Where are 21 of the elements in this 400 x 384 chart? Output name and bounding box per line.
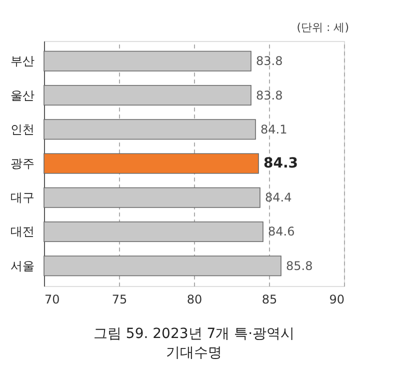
y-tick-label: 인천 [10, 122, 34, 136]
data-label: 83.8 [256, 54, 283, 68]
x-tick-label: 70 [44, 292, 60, 306]
data-label: 84.4 [265, 190, 292, 205]
data-label: 84.6 [268, 224, 295, 239]
y-tick-label: 부산 [10, 54, 34, 68]
y-tick-label: 대구 [10, 190, 34, 205]
x-tick-label: 80 [186, 292, 202, 306]
data-label: 85.8 [286, 258, 313, 273]
y-tick-label: 광주 [10, 156, 34, 170]
text: (단위 : 세) [296, 21, 349, 34]
y-tick-label: 울산 [10, 88, 34, 102]
y-tick-label: 서울 [10, 258, 34, 273]
x-tick-label: 75 [112, 292, 128, 306]
y-tick-label: 대전 [10, 224, 34, 239]
data-label: 84.1 [260, 122, 288, 136]
data-label: 83.8 [256, 88, 283, 102]
x-tick-label: 85 [262, 292, 278, 306]
text: 그림 59. 2023년 7개 특·광역시 기대수명 [93, 326, 295, 361]
data-label: 84.3 [264, 156, 298, 172]
x-tick-label: 90 [329, 292, 344, 306]
